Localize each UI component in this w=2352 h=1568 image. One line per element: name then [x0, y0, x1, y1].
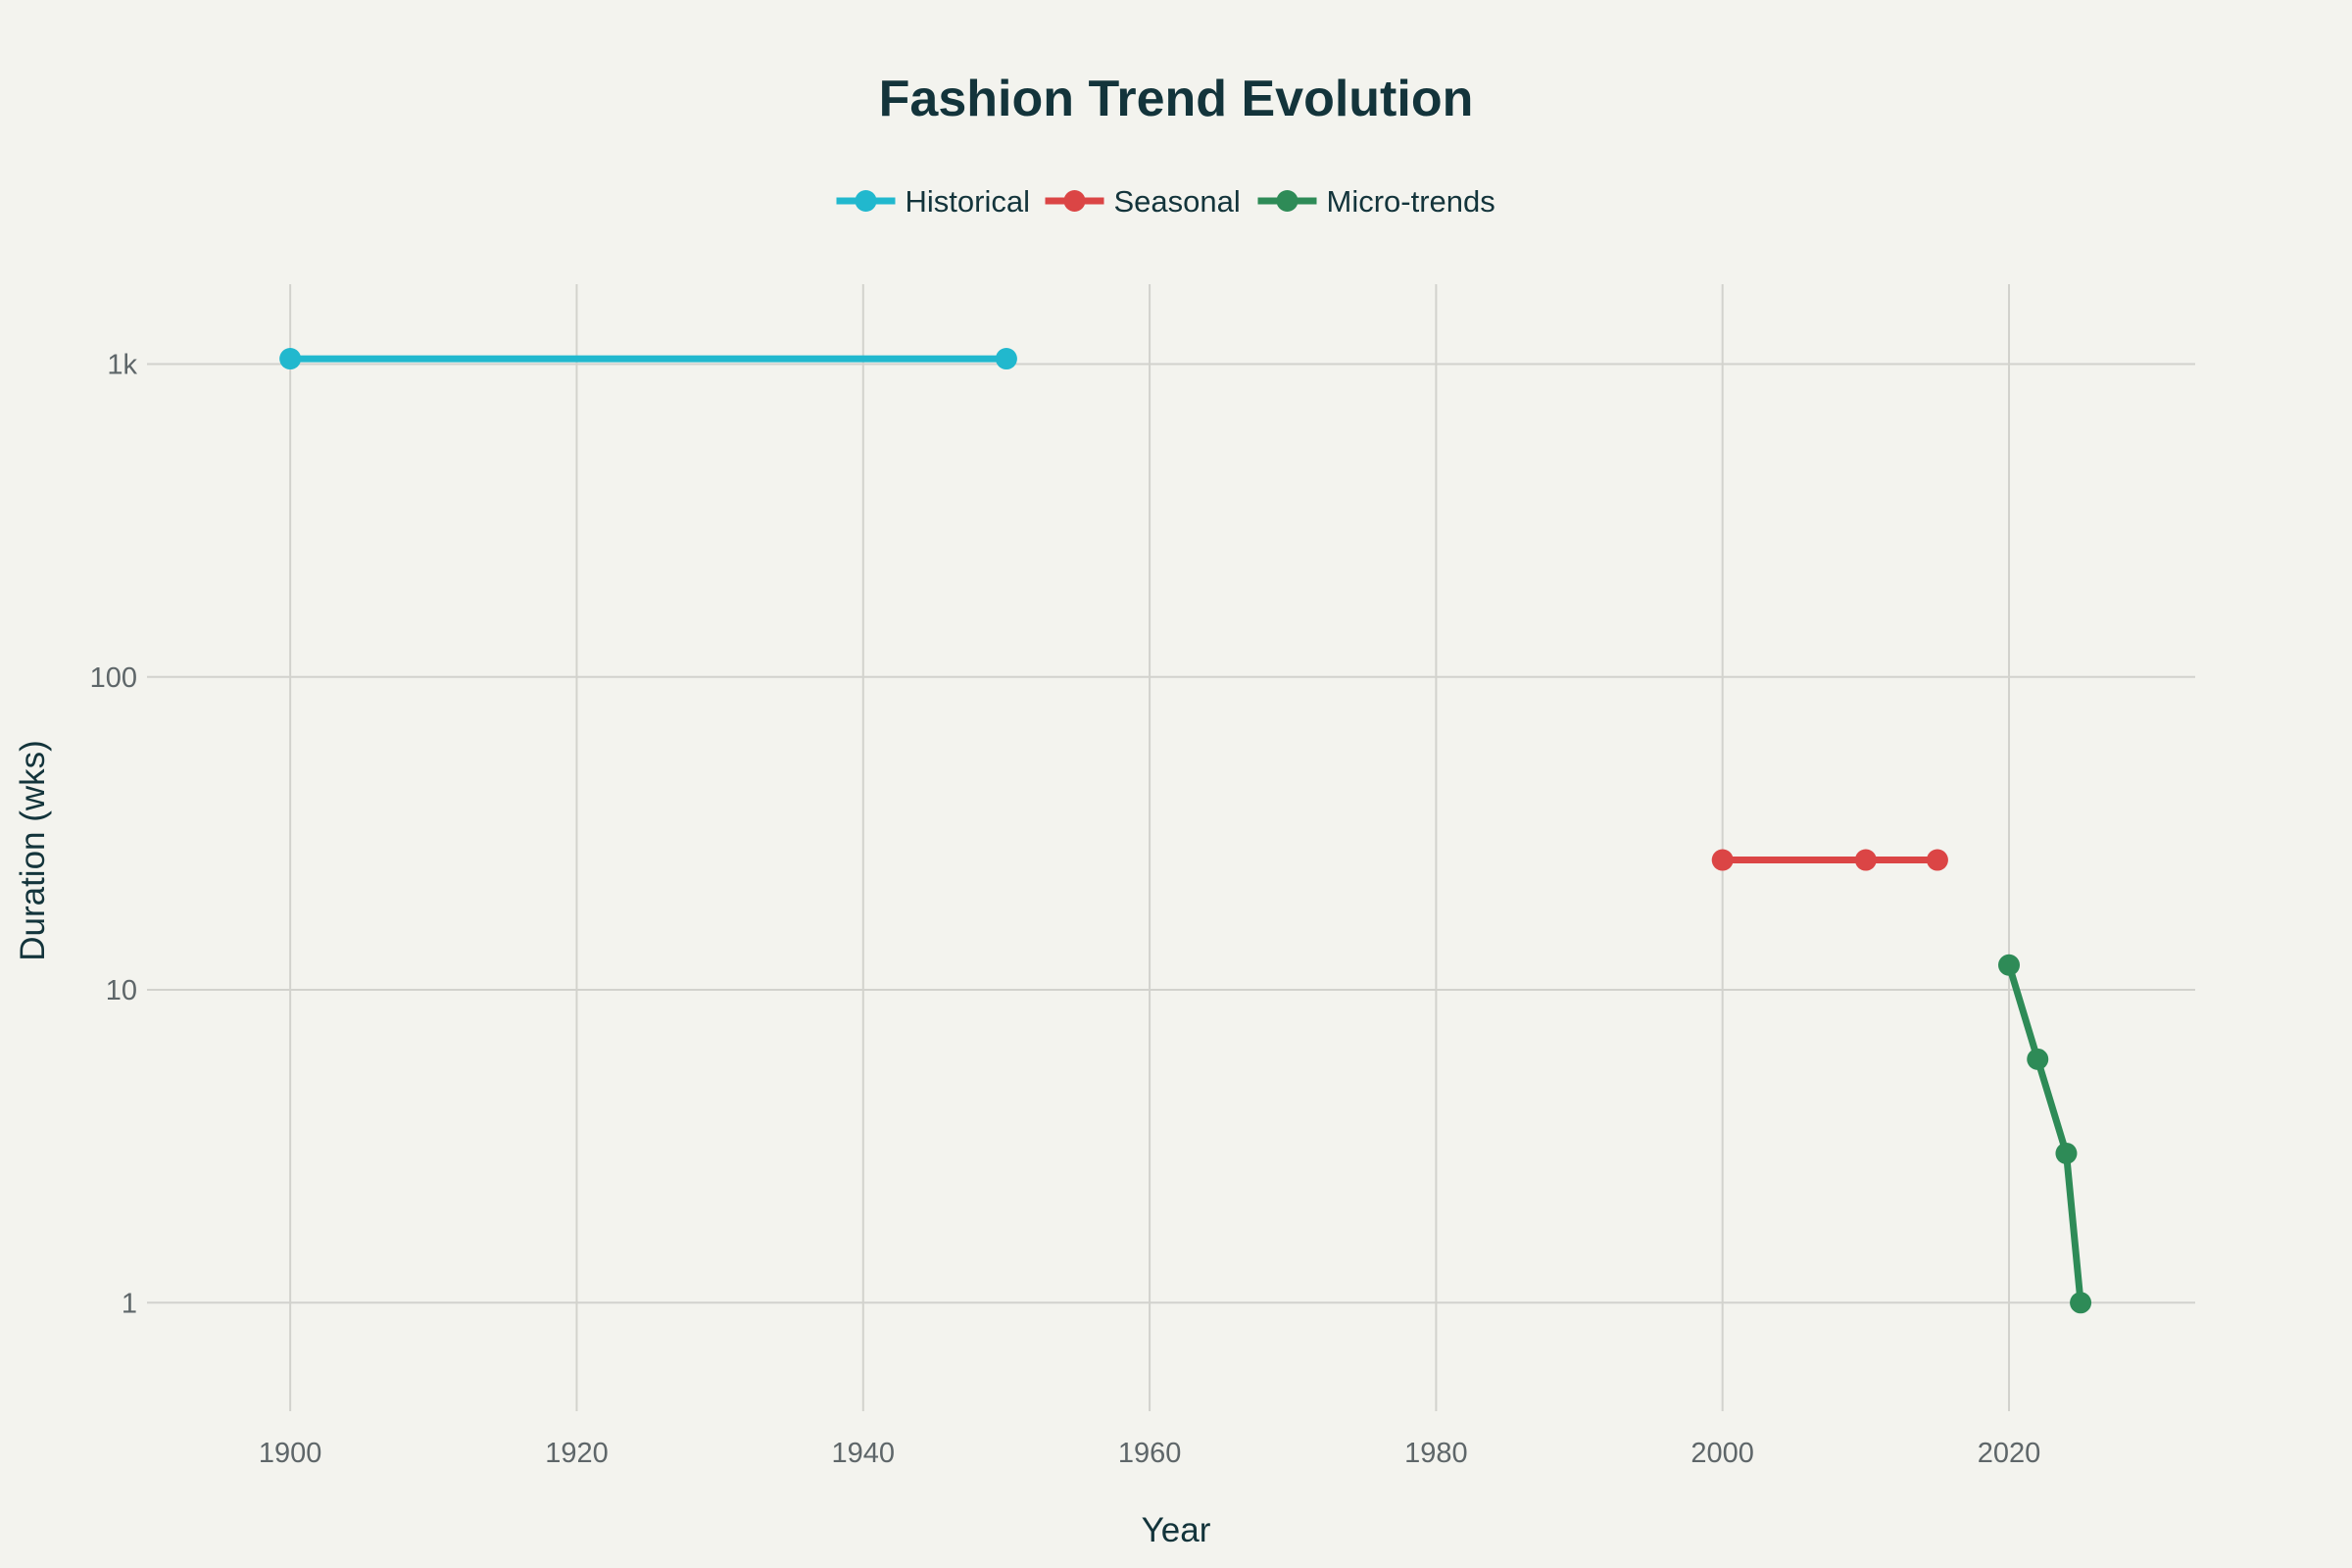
data-point-historical [995, 348, 1017, 370]
y-grid [147, 363, 2195, 1304]
series-seasonal [1711, 849, 1948, 871]
series-micro-trends [1998, 954, 2092, 1314]
y-tick-label: 100 [90, 662, 137, 694]
data-point-micro-trends [2070, 1292, 2092, 1314]
series-line-micro-trends [2005, 961, 2084, 1306]
x-axis-title: Year [1142, 1511, 1211, 1549]
legend-swatch-marker [1063, 190, 1086, 212]
series-historical [279, 348, 1017, 370]
y-tick-label: 1 [122, 1288, 137, 1319]
series-layer [279, 348, 2092, 1314]
legend-item-historical[interactable]: Historical [836, 184, 1030, 219]
data-point-micro-trends [1998, 954, 2020, 976]
y-tick-label: 1k [107, 349, 137, 380]
y-axis-title: Duration (wks) [14, 740, 52, 961]
data-point-micro-trends [2027, 1048, 2049, 1070]
legend-item-micro-trends[interactable]: Micro-trends [1257, 184, 1495, 219]
data-point-historical [279, 348, 302, 370]
legend-swatch-marker [855, 190, 877, 212]
legend-label: Historical [906, 184, 1030, 219]
y-tick-label: 10 [106, 975, 137, 1006]
x-tick-label: 1960 [1118, 1438, 1182, 1469]
x-tick-label: 2000 [1690, 1438, 1754, 1469]
legend-item-seasonal[interactable]: Seasonal [1045, 184, 1241, 219]
chart-title: Fashion Trend Evolution [879, 71, 1474, 127]
x-tick-label: 2020 [1978, 1438, 2041, 1469]
x-grid [289, 284, 2010, 1411]
legend: Historical Seasonal Micro-trends [836, 184, 1495, 219]
x-tick-label: 1920 [545, 1438, 609, 1469]
data-point-micro-trends [2055, 1142, 2078, 1164]
x-tick-label: 1900 [259, 1438, 322, 1469]
x-tick-labels: 1900 1920 1940 1960 1980 2000 2020 [259, 1438, 2040, 1469]
data-point-seasonal [1854, 849, 1877, 871]
x-tick-label: 1940 [832, 1438, 896, 1469]
y-tick-labels: 1 10 100 1k [90, 349, 138, 1319]
legend-swatch-marker [1276, 190, 1298, 212]
data-point-seasonal [1926, 849, 1948, 871]
legend-label: Seasonal [1114, 184, 1241, 219]
legend-label: Micro-trends [1327, 184, 1495, 219]
data-point-seasonal [1711, 849, 1734, 871]
x-tick-label: 1980 [1404, 1438, 1468, 1469]
